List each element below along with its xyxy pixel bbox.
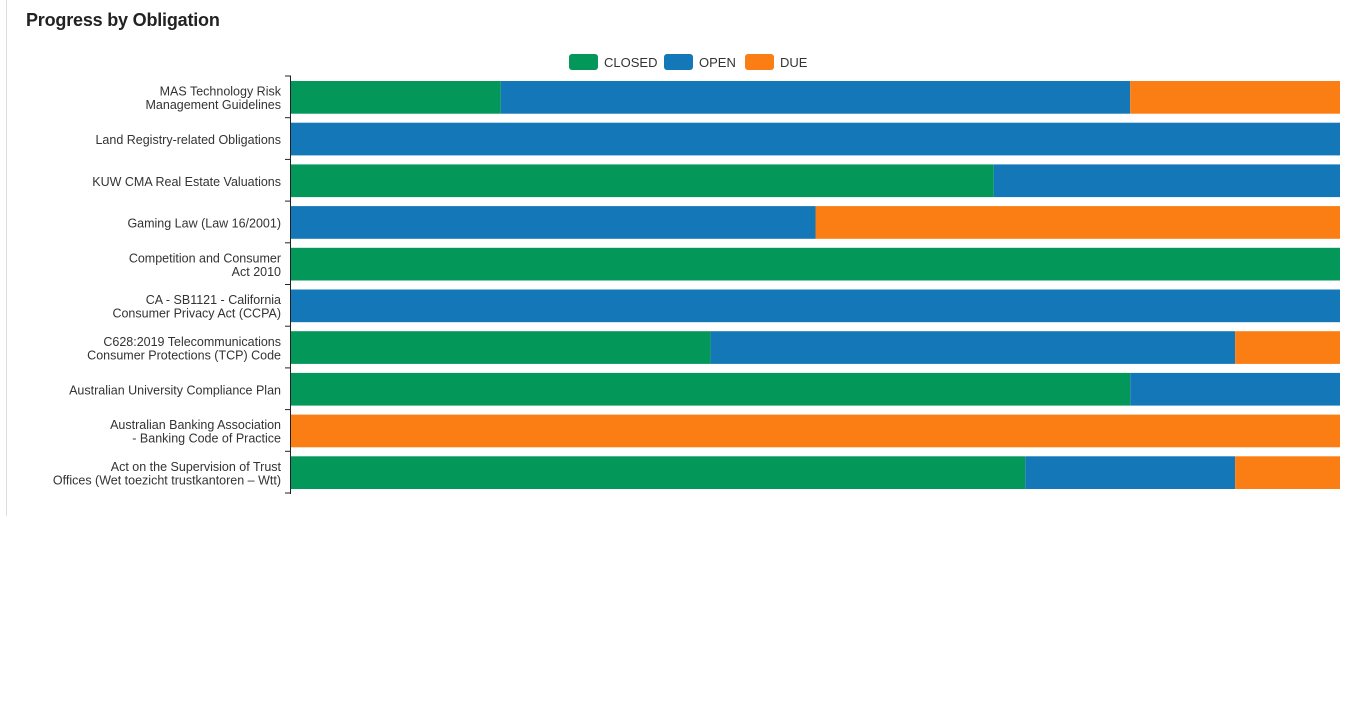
category-label-line: Act 2010: [232, 265, 281, 279]
legend-label-due[interactable]: DUE: [780, 55, 808, 70]
bar-open-7[interactable]: [710, 331, 1236, 364]
bar-due-4[interactable]: [815, 206, 1341, 239]
category-label: C628:2019 Telecommunications Consumer Pro…: [87, 335, 281, 363]
bar-closed-10[interactable]: [291, 456, 1026, 489]
bar-closed-3[interactable]: [291, 164, 994, 198]
category-label-line: Australian Banking Association: [110, 418, 281, 432]
category-label-line: MAS Technology Risk: [160, 85, 282, 99]
category-label: MAS Technology Risk Management Guidelines: [146, 85, 282, 113]
legend-label-open[interactable]: OPEN: [699, 55, 736, 70]
legend-swatch-due[interactable]: [745, 54, 774, 70]
bar-open-4[interactable]: [291, 206, 816, 239]
category-label-line: Australian University Compliance Plan: [69, 383, 281, 397]
category-label: Australian Banking Association - Banking …: [110, 418, 281, 446]
category-label-line: CA - SB1121 - California: [146, 293, 281, 307]
category-label-line: Competition and Consumer: [129, 251, 281, 265]
category-label: Australian University Compliance Plan: [69, 383, 281, 397]
legend-swatch-closed[interactable]: [569, 54, 598, 70]
bar-open-1[interactable]: [500, 81, 1131, 114]
bar-open-6[interactable]: [291, 289, 1340, 323]
category-label-line: Gaming Law (Law 16/2001): [127, 217, 281, 231]
bar-open-8[interactable]: [1130, 372, 1340, 406]
legend-swatch-open[interactable]: [664, 54, 693, 70]
category-label-line: Management Guidelines: [146, 98, 282, 112]
bar-closed-1[interactable]: [291, 81, 501, 114]
category-label-line: Act on the Supervision of Trust: [111, 460, 282, 474]
bar-due-9[interactable]: [291, 414, 1340, 448]
category-label: Gaming Law (Law 16/2001): [127, 217, 281, 231]
category-label: KUW CMA Real Estate Valuations: [92, 175, 281, 189]
bar-open-10[interactable]: [1025, 456, 1236, 489]
bar-due-1[interactable]: [1130, 81, 1340, 114]
category-label: CA - SB1121 - California Consumer Privacy…: [112, 293, 281, 321]
panel-title: Progress by Obligation: [26, 10, 220, 30]
bar-open-3[interactable]: [993, 164, 1340, 198]
category-label: Land Registry-related Obligations: [95, 133, 281, 147]
chart-legend[interactable]: CLOSED OPEN DUE: [569, 54, 808, 70]
category-label-line: - Banking Code of Practice: [132, 432, 281, 446]
stacked-bar-chart: CLOSED OPEN DUE MAS Technology Risk Managem…: [53, 54, 1340, 494]
chart-bars: [291, 81, 1340, 489]
category-label-line: Consumer Protections (TCP) Code: [87, 348, 281, 362]
y-axis: MAS Technology Risk Management Guidelines…: [53, 75, 291, 494]
bar-open-2[interactable]: [291, 122, 1340, 156]
category-label-line: Land Registry-related Obligations: [95, 133, 281, 147]
category-label-line: KUW CMA Real Estate Valuations: [92, 175, 281, 189]
category-label-line: Offices (Wet toezicht trustkantoren – Wt…: [53, 473, 281, 487]
category-label: Competition and Consumer Act 2010: [129, 251, 281, 279]
bar-closed-8[interactable]: [291, 372, 1131, 406]
bar-closed-5[interactable]: [291, 247, 1340, 281]
bar-due-7[interactable]: [1235, 331, 1340, 364]
category-label-line: Consumer Privacy Act (CCPA): [112, 307, 281, 321]
legend-label-closed[interactable]: CLOSED: [604, 55, 657, 70]
bar-closed-7[interactable]: [291, 331, 711, 364]
category-label: Act on the Supervision of Trust Offices (…: [53, 460, 282, 488]
bar-due-10[interactable]: [1235, 456, 1340, 489]
category-label-line: C628:2019 Telecommunications: [103, 335, 281, 349]
